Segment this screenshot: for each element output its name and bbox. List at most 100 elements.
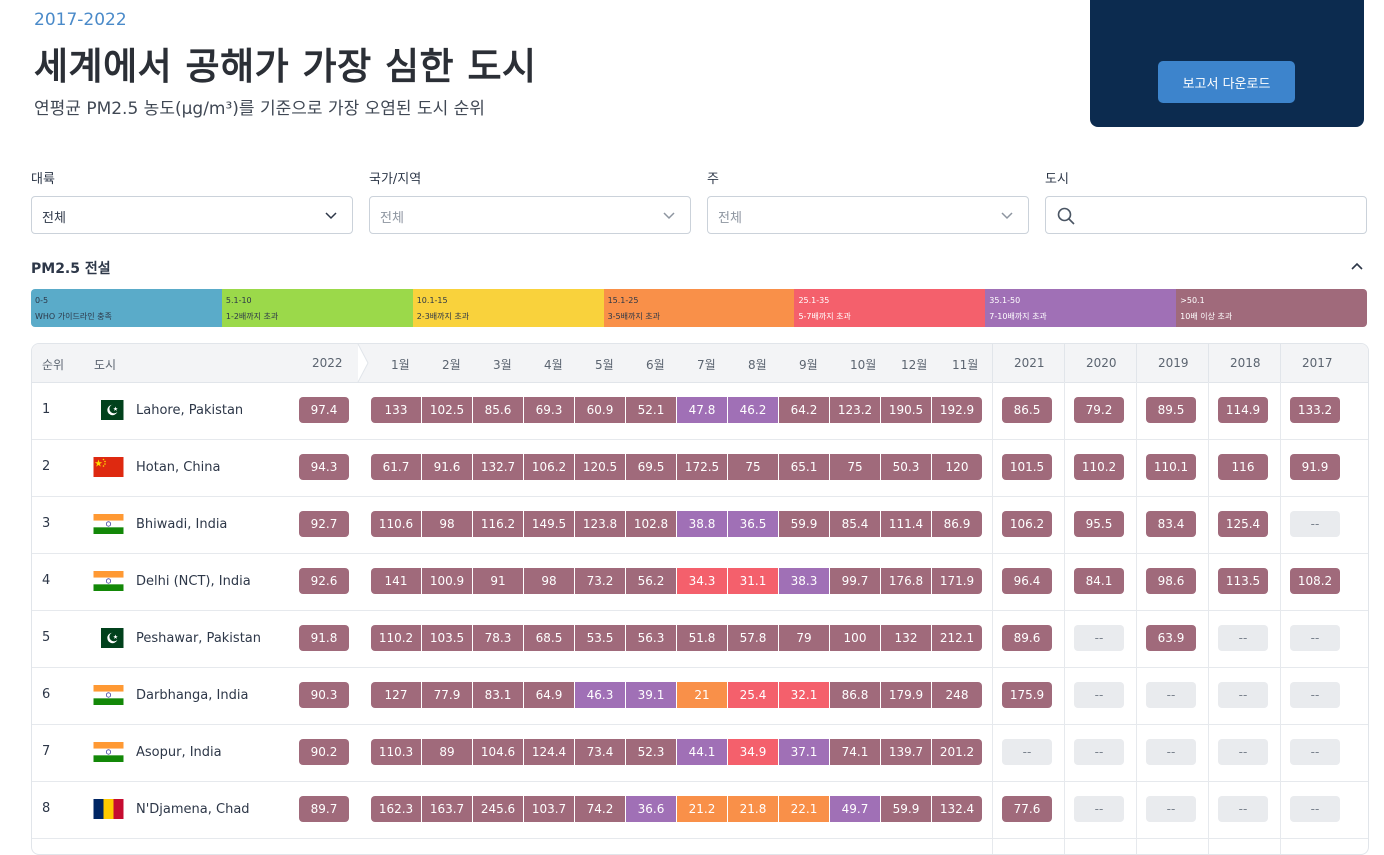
country-select[interactable]: 전체 xyxy=(369,196,691,234)
annual-value: 113.5 xyxy=(1218,568,1268,594)
month-column-header[interactable]: 8월 xyxy=(748,358,767,372)
monthly-value: 102.8 xyxy=(626,511,676,537)
month-column-header[interactable]: 10월 xyxy=(850,358,877,372)
city-name[interactable]: Delhi (NCT), India xyxy=(136,574,251,589)
monthly-value: 68.5 xyxy=(524,625,574,651)
annual-value: 116 xyxy=(1218,454,1268,480)
annual-value: 133.2 xyxy=(1290,397,1340,423)
monthly-value: 248 xyxy=(932,682,982,708)
annual-value: 89.6 xyxy=(1002,625,1052,651)
table-row[interactable]: 2 Hotan, China 94.3 61.7 91.6 132.7 106.2 120.5… xyxy=(32,439,1368,497)
annual-value: 110.2 xyxy=(1074,454,1124,480)
monthly-value: 132.4 xyxy=(932,796,982,822)
monthly-value: 69.5 xyxy=(626,454,676,480)
annual-2022-value: 90.3 xyxy=(299,682,349,708)
legend-range: 15.1-25 xyxy=(607,296,639,305)
month-column-header[interactable]: 7월 xyxy=(697,358,716,372)
month-column-header[interactable]: 12월 xyxy=(901,358,928,372)
monthly-value: 103.5 xyxy=(422,625,472,651)
column-divider xyxy=(1280,344,1281,382)
legend-item: >50.1 10배 이상 초과 xyxy=(1176,289,1367,327)
year-column-header[interactable]: 2019 xyxy=(1158,356,1189,370)
legend-range: 0-5 xyxy=(35,296,49,305)
annual-2022-value: 91.8 xyxy=(299,625,349,651)
year-2022-column-header[interactable]: 2022 xyxy=(312,356,343,370)
monthly-value: 36.5 xyxy=(728,511,778,537)
rank-cell: 3 xyxy=(42,516,51,531)
city-name[interactable]: Peshawar, Pakistan xyxy=(136,631,261,646)
monthly-value: 86.9 xyxy=(932,511,982,537)
month-column-header[interactable]: 9월 xyxy=(799,358,818,372)
city-name[interactable]: Lahore, Pakistan xyxy=(136,403,244,418)
annual-value: 79.2 xyxy=(1074,397,1124,423)
state-select[interactable]: 전체 xyxy=(707,196,1029,234)
annual-value: 91.9 xyxy=(1290,454,1340,480)
annual-value: 84.1 xyxy=(1074,568,1124,594)
annual-value: 77.6 xyxy=(1002,796,1052,822)
continent-filter-label: 대륙 xyxy=(31,172,55,187)
month-column-header[interactable]: 1월 xyxy=(391,358,410,372)
legend-range: >50.1 xyxy=(1180,296,1205,305)
column-divider xyxy=(1208,382,1209,854)
month-column-header[interactable]: 11월 xyxy=(952,358,979,372)
rank-column-header[interactable]: 순위 xyxy=(42,358,65,372)
chevron-up-icon[interactable] xyxy=(1349,259,1365,273)
country-select-value: 전체 xyxy=(380,211,404,226)
city-search-input[interactable] xyxy=(1045,196,1367,234)
year-column-header[interactable]: 2021 xyxy=(1014,356,1045,370)
annual-value: -- xyxy=(1146,796,1196,822)
year-column-header[interactable]: 2017 xyxy=(1302,356,1333,370)
month-column-header[interactable]: 6월 xyxy=(646,358,665,372)
monthly-value: 245.6 xyxy=(473,796,523,822)
table-row[interactable]: 5 Peshawar, Pakistan 91.8 110.2 103.5 78.3 68.… xyxy=(32,610,1368,668)
table-row[interactable]: 1 Lahore, Pakistan 97.4 133 102.5 85.6 69.3 60.… xyxy=(32,382,1368,440)
annual-value: 101.5 xyxy=(1002,454,1052,480)
monthly-value: 51.8 xyxy=(677,625,727,651)
table-row[interactable]: 7 Asopur, India 90.2 110.3 89 104.6 124.4 73.4 5… xyxy=(32,724,1368,782)
monthly-value: 79 xyxy=(779,625,829,651)
city-column-header[interactable]: 도시 xyxy=(94,358,117,372)
table-row[interactable]: 6 Darbhanga, India 90.3 127 77.9 83.1 64.9 46.3… xyxy=(32,667,1368,725)
month-column-header[interactable]: 4월 xyxy=(544,358,563,372)
city-name[interactable]: N'Djamena, Chad xyxy=(136,802,250,817)
annual-value: -- xyxy=(1290,625,1340,651)
city-name[interactable]: Asopur, India xyxy=(136,745,222,760)
annual-2022-value: 94.3 xyxy=(299,454,349,480)
monthly-value: 176.8 xyxy=(881,568,931,594)
month-column-header[interactable]: 3월 xyxy=(493,358,512,372)
continent-select[interactable]: 전체 xyxy=(31,196,353,234)
monthly-value: 65.1 xyxy=(779,454,829,480)
annual-value: -- xyxy=(1290,739,1340,765)
monthly-value: 31.1 xyxy=(728,568,778,594)
monthly-value: 190.5 xyxy=(881,397,931,423)
annual-value: -- xyxy=(1290,682,1340,708)
table-row[interactable]: 8 N'Djamena, Chad 89.7 162.3 163.7 245.6 103.7… xyxy=(32,781,1368,839)
table-row[interactable]: 4 Delhi (NCT), India 92.6 141 100.9 91 98 73.2 5… xyxy=(32,553,1368,611)
monthly-value: 52.3 xyxy=(626,739,676,765)
legend-description: 1-2배까지 초과 xyxy=(225,312,279,321)
annual-value: -- xyxy=(1290,511,1340,537)
monthly-value: 98 xyxy=(422,511,472,537)
monthly-value: 212.1 xyxy=(932,625,982,651)
page-subtitle: 연평균 PM2.5 농도(μg/m³)를 기준으로 가장 오염된 도시 순위 xyxy=(34,99,485,119)
monthly-value: 22.1 xyxy=(779,796,829,822)
monthly-value: 47.8 xyxy=(677,397,727,423)
year-column-header[interactable]: 2020 xyxy=(1086,356,1117,370)
month-column-header[interactable]: 2월 xyxy=(442,358,461,372)
column-divider xyxy=(1064,344,1065,382)
annual-value: -- xyxy=(1074,739,1124,765)
city-name[interactable]: Hotan, China xyxy=(136,460,221,475)
table-row[interactable]: 3 Bhiwadi, India 92.7 110.6 98 116.2 149.5 123.… xyxy=(32,496,1368,554)
monthly-value: 74.2 xyxy=(575,796,625,822)
download-report-button[interactable]: 보고서 다운로드 xyxy=(1158,61,1295,103)
annual-2022-value: 92.7 xyxy=(299,511,349,537)
rank-cell: 6 xyxy=(42,687,51,702)
monthly-value: 50.3 xyxy=(881,454,931,480)
city-name[interactable]: Darbhanga, India xyxy=(136,688,249,703)
month-column-header[interactable]: 5월 xyxy=(595,358,614,372)
annual-value: 114.9 xyxy=(1218,397,1268,423)
city-name[interactable]: Bhiwadi, India xyxy=(136,517,228,532)
annual-value: 96.4 xyxy=(1002,568,1052,594)
monthly-value: 124.4 xyxy=(524,739,574,765)
year-column-header[interactable]: 2018 xyxy=(1230,356,1261,370)
